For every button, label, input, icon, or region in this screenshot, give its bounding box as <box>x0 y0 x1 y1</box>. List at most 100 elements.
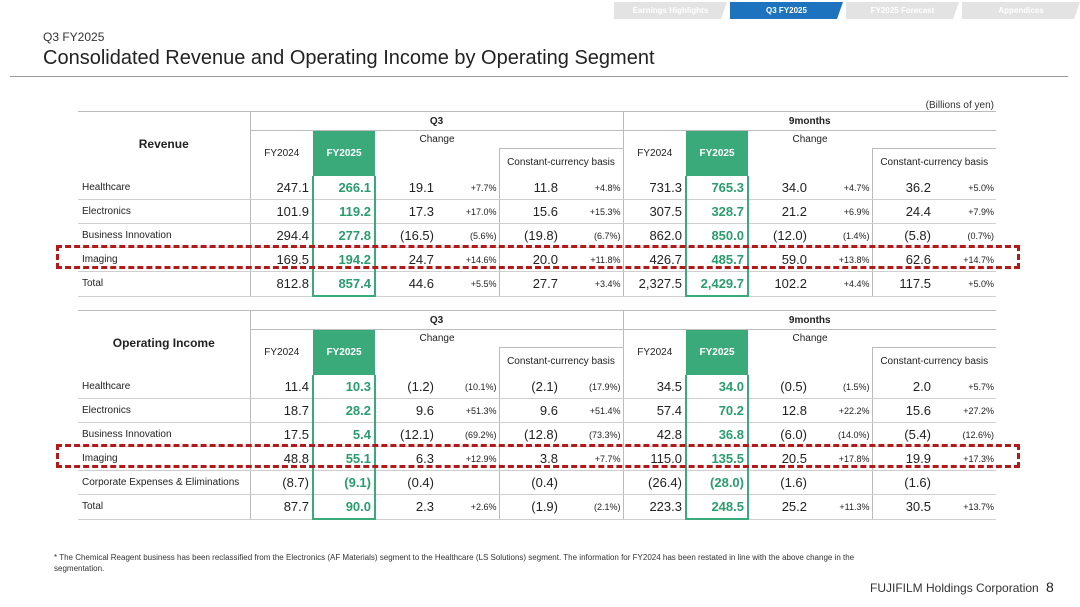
value-cell: 87.7 <box>249 494 313 520</box>
percent-cell: +22.2% <box>810 398 872 423</box>
row-label: Business Innovation <box>78 223 250 248</box>
percent-cell: +7.9% <box>934 199 996 224</box>
row-label: Total <box>78 494 250 520</box>
value-cell: 36.2 <box>871 176 934 200</box>
table-row: Healthcare*11.410.3(1.2)(10.1%)(2.1)(17.… <box>78 375 996 399</box>
value-cell: (1.9) <box>498 494 561 520</box>
value-cell: (0.4) <box>498 470 561 495</box>
value-cell: (28.0) <box>685 470 749 495</box>
percent-cell: +4.7% <box>810 176 872 200</box>
col-constant-currency: Constant-currency basis <box>498 148 623 176</box>
table-row: Healthcare*247.1266.119.1+7.7%11.8+4.8%7… <box>78 176 996 200</box>
col-fy2025: FY2025 <box>686 130 748 176</box>
percent-cell: (2.1%) <box>561 494 623 520</box>
value-cell: 34.0 <box>748 176 810 200</box>
segment-name: Healthcare <box>82 182 131 193</box>
value-cell: (0.4) <box>375 470 437 495</box>
col-change: Change <box>419 333 455 345</box>
row-label: Electronics* <box>78 199 250 224</box>
col-change: Change <box>792 134 828 146</box>
value-cell: 117.5 <box>871 271 934 297</box>
table-row: Business Innovation 294.4 277.8 (16.5) (5.6%… <box>78 223 996 248</box>
col-fy2024: FY2024 <box>622 329 686 375</box>
percent-cell: +5.0% <box>934 176 996 200</box>
value-cell: (9.1) <box>312 470 376 495</box>
row-label: Healthcare* <box>78 375 250 399</box>
value-cell: 17.3 <box>375 199 437 224</box>
value-cell: (5.4) <box>871 422 934 447</box>
segment-name: Business Innovation <box>82 230 172 241</box>
value-cell: (8.7) <box>249 470 313 495</box>
imaging-highlight-operating <box>56 444 1020 468</box>
q3-group-header: Q3 <box>249 310 623 330</box>
tab-fy2025-forecast[interactable]: FY2025 Forecast <box>846 2 959 19</box>
revenue-rows: Healthcare*247.1266.119.1+7.7%11.8+4.8%7… <box>78 176 996 297</box>
percent-cell: (1.5%) <box>810 375 872 399</box>
value-cell: 27.7 <box>498 271 561 297</box>
value-cell: 19.1 <box>375 176 437 200</box>
value-cell: 307.5 <box>622 199 686 224</box>
percent-cell: +17.0% <box>437 199 499 224</box>
percent-cell: +51.4% <box>561 398 623 423</box>
value-cell: 247.1 <box>249 176 313 200</box>
percent-cell: (0.7%) <box>934 223 996 248</box>
value-cell: 12.8 <box>748 398 810 423</box>
value-cell: (12.1) <box>375 422 437 447</box>
col-constant-currency: Constant-currency basis <box>871 347 996 375</box>
value-cell: 25.2 <box>748 494 810 520</box>
segment-name: Healthcare <box>82 381 131 392</box>
percent-cell: (69.2%) <box>437 422 499 447</box>
value-cell: 11.8 <box>498 176 561 200</box>
value-cell: (19.8) <box>498 223 561 248</box>
value-cell: 731.3 <box>622 176 686 200</box>
table-row: Imaging 48.8 55.1 6.3 +12.9% 3.8 +7.7% 115.0 135… <box>78 446 996 471</box>
value-cell: (12.0) <box>748 223 810 248</box>
value-cell: (12.8) <box>498 422 561 447</box>
footnote: * The Chemical Reagent business has been… <box>54 553 855 573</box>
value-cell: 30.5 <box>871 494 934 520</box>
imaging-highlight-revenue <box>56 245 1020 269</box>
table-row: Total 87.7 90.0 2.3 +2.6% (1.9) (2.1%) 223.3 248… <box>78 494 996 520</box>
value-cell: 57.4 <box>622 398 686 423</box>
row-label: Healthcare* <box>78 176 250 200</box>
col-fy2025: FY2025 <box>313 130 375 176</box>
percent-cell: +2.6% <box>437 494 499 520</box>
row-label: Electronics* <box>78 398 250 423</box>
col-fy2025: FY2025 <box>313 329 375 375</box>
value-cell: 223.3 <box>622 494 686 520</box>
value-cell: 28.2 <box>312 398 376 423</box>
tab-earnings-highlights[interactable]: Earnings Highlights <box>614 2 727 19</box>
revenue-table: Revenue Q3 9months FY2024 FY2025 Change … <box>78 111 996 297</box>
percent-cell: +7.7% <box>437 176 499 200</box>
col-change: Change <box>792 333 828 345</box>
value-cell: 862.0 <box>622 223 686 248</box>
percent-cell: (14.0%) <box>810 422 872 447</box>
col-fy2024: FY2024 <box>249 329 313 375</box>
value-cell: 44.6 <box>375 271 437 297</box>
value-cell: 248.5 <box>685 494 749 520</box>
segment-name: Business Innovation <box>82 429 172 440</box>
percent-cell: +3.4% <box>561 271 623 297</box>
page-title: Consolidated Revenue and Operating Incom… <box>43 47 655 69</box>
percent-cell: (1.4%) <box>810 223 872 248</box>
percent-cell: +27.2% <box>934 398 996 423</box>
segment-name: Electronics <box>82 206 131 217</box>
value-cell: 277.8 <box>312 223 376 248</box>
value-cell: 17.5 <box>249 422 313 447</box>
section-tabs: Earnings Highlights Q3 FY2025 FY2025 For… <box>614 2 1080 19</box>
table-row: Corporate Expenses & Eliminations (8.7) (9… <box>78 470 996 495</box>
percent-cell: +4.4% <box>810 271 872 297</box>
value-cell: (5.8) <box>871 223 934 248</box>
percent-cell <box>437 470 499 495</box>
percent-cell: +15.3% <box>561 199 623 224</box>
tab-q3-fy2025[interactable]: Q3 FY2025 <box>730 2 843 19</box>
col-fy2024: FY2024 <box>622 130 686 176</box>
table-row: Electronics*18.728.29.6+51.3%9.6+51.4%57… <box>78 398 996 423</box>
value-cell: 5.4 <box>312 422 376 447</box>
company-name: FUJIFILM Holdings Corporation <box>870 581 1039 595</box>
value-cell: (1.2) <box>375 375 437 399</box>
tab-appendices[interactable]: Appendices <box>962 2 1080 19</box>
value-cell: 36.8 <box>685 422 749 447</box>
segment-name: Electronics <box>82 405 131 416</box>
value-cell: (1.6) <box>871 470 934 495</box>
